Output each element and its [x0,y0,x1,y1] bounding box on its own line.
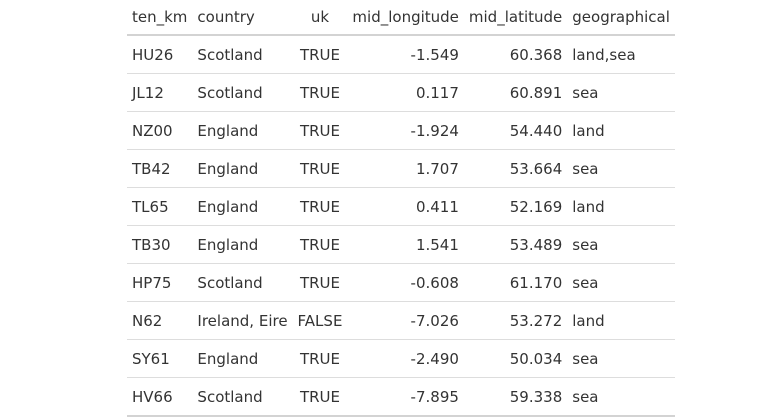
cell-ten-km: NZ00 [127,111,193,150]
cell-country: England [192,149,293,188]
cell-country: Scotland [192,263,293,302]
cell-geographical: sea [567,263,675,302]
column-header-mid-longitude: mid_longitude [347,0,464,36]
cell-ten-km: N62 [127,301,193,340]
cell-geographical: sea [567,339,675,378]
cell-mid-longitude: -7.895 [347,377,464,417]
table-row: HU26 Scotland TRUE -1.549 60.368 land,sea [127,35,675,74]
cell-mid-longitude: 1.707 [347,149,464,188]
cell-country: England [192,187,293,226]
cell-mid-latitude: 61.170 [463,263,568,302]
cell-ten-km: HU26 [127,35,193,74]
cell-uk: TRUE [292,263,348,302]
table-row: TL65 England TRUE 0.411 52.169 land [127,187,675,226]
cell-ten-km: HV66 [127,377,193,417]
cell-mid-latitude: 53.664 [463,149,568,188]
cell-ten-km: TB42 [127,149,193,188]
column-header-country: country [192,0,293,36]
cell-mid-latitude: 54.440 [463,111,568,150]
cell-mid-longitude: -1.549 [347,35,464,74]
table-row: TB30 England TRUE 1.541 53.489 sea [127,225,675,264]
cell-mid-longitude: -0.608 [347,263,464,302]
cell-geographical: land [567,301,675,340]
cell-country: Scotland [192,377,293,417]
column-header-geographical: geographical [567,0,675,36]
cell-mid-latitude: 60.368 [463,35,568,74]
cell-mid-longitude: 0.117 [347,73,464,112]
cell-uk: TRUE [292,111,348,150]
cell-geographical: sea [567,73,675,112]
cell-uk: TRUE [292,225,348,264]
cell-ten-km: TL65 [127,187,193,226]
column-header-mid-latitude: mid_latitude [463,0,568,36]
cell-mid-latitude: 60.891 [463,73,568,112]
cell-uk: TRUE [292,149,348,188]
table-row: JL12 Scotland TRUE 0.117 60.891 sea [127,73,675,112]
cell-ten-km: HP75 [127,263,193,302]
cell-country: Scotland [192,73,293,112]
column-header-uk: uk [292,0,348,36]
table-row: NZ00 England TRUE -1.924 54.440 land [127,111,675,150]
cell-mid-latitude: 53.489 [463,225,568,264]
cell-geographical: land [567,111,675,150]
header-row: ten_km country uk mid_longitude mid_lati… [127,0,675,36]
table-row: SY61 England TRUE -2.490 50.034 sea [127,339,675,378]
cell-mid-latitude: 59.338 [463,377,568,417]
cell-country: Scotland [192,35,293,74]
cell-mid-longitude: 0.411 [347,187,464,226]
table-row: N62 Ireland, Eire FALSE -7.026 53.272 land [127,301,675,340]
cell-uk: TRUE [292,187,348,226]
table-row: HV66 Scotland TRUE -7.895 59.338 sea [127,377,675,417]
cell-mid-longitude: 1.541 [347,225,464,264]
cell-geographical: land [567,187,675,226]
cell-uk: TRUE [292,35,348,74]
cell-mid-latitude: 53.272 [463,301,568,340]
cell-country: Ireland, Eire [192,301,293,340]
cell-uk: TRUE [292,377,348,417]
table-row: HP75 Scotland TRUE -0.608 61.170 sea [127,263,675,302]
cell-mid-longitude: -7.026 [347,301,464,340]
cell-mid-longitude: -2.490 [347,339,464,378]
cell-mid-latitude: 50.034 [463,339,568,378]
cell-ten-km: SY61 [127,339,193,378]
cell-uk: TRUE [292,339,348,378]
data-table: ten_km country uk mid_longitude mid_lati… [127,0,675,417]
cell-mid-latitude: 52.169 [463,187,568,226]
column-header-ten-km: ten_km [127,0,193,36]
cell-geographical: land,sea [567,35,675,74]
cell-uk: TRUE [292,73,348,112]
table-row: TB42 England TRUE 1.707 53.664 sea [127,149,675,188]
cell-mid-longitude: -1.924 [347,111,464,150]
table-body: HU26 Scotland TRUE -1.549 60.368 land,sea JL12… [127,35,675,417]
cell-ten-km: TB30 [127,225,193,264]
cell-geographical: sea [567,149,675,188]
cell-country: England [192,111,293,150]
cell-ten-km: JL12 [127,73,193,112]
cell-geographical: sea [567,225,675,264]
cell-country: England [192,339,293,378]
cell-uk: FALSE [292,301,348,340]
table-header: ten_km country uk mid_longitude mid_lati… [127,0,675,36]
cell-geographical: sea [567,377,675,417]
cell-country: England [192,225,293,264]
